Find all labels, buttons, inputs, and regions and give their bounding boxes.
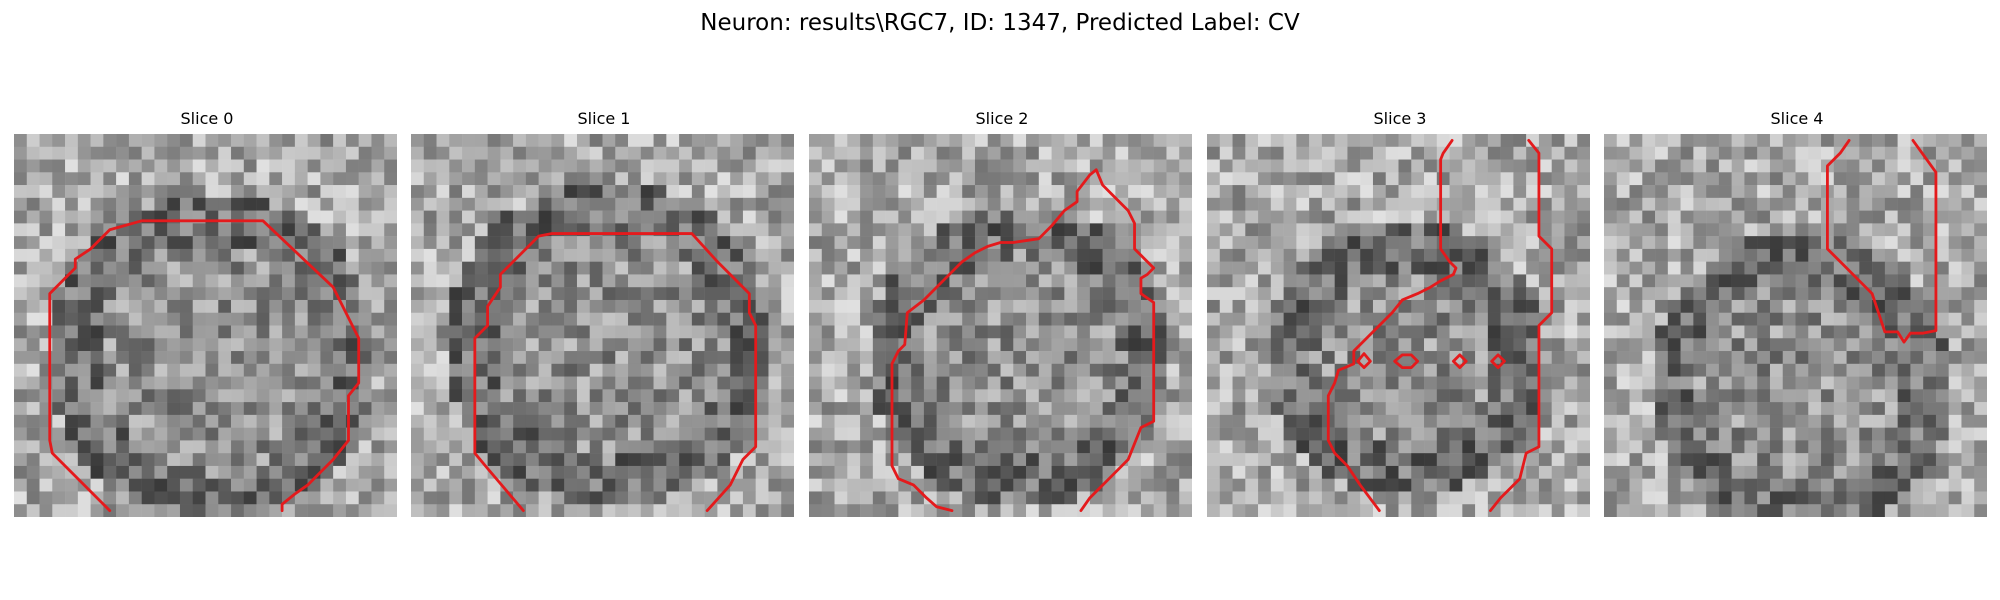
slice-image [1604,134,1987,517]
slice-image [14,134,397,517]
slice-panel-4: Slice 4 [1604,108,1990,517]
slice-title: Slice 3 [1373,109,1427,128]
contour-line [48,219,361,513]
slice-panel-1: Slice 1 [411,108,797,517]
slice-title: Slice 0 [180,109,234,128]
slice-image [1207,134,1590,517]
slice-title: Slice 2 [975,109,1029,128]
contour-line [1326,138,1458,513]
slice-title: Slice 4 [1770,109,1824,128]
contour-loop [1490,353,1506,370]
contour-line [1826,138,1938,344]
figure-title: Neuron: results\RGC7, ID: 1347, Predicte… [700,10,1300,36]
contour-line [1489,138,1554,513]
slice-image [411,134,794,517]
contour-loop [1393,353,1420,370]
contour-loop [1356,352,1372,370]
slice-image [809,134,1192,517]
slice-panel-3: Slice 3 [1207,108,1593,517]
slice-panel-2: Slice 2 [809,108,1195,517]
contour-line [473,232,758,513]
slice-title: Slice 1 [577,109,631,128]
contour-loop [1451,353,1468,370]
slice-panel-0: Slice 0 [14,108,400,517]
contour-line [890,168,1156,513]
